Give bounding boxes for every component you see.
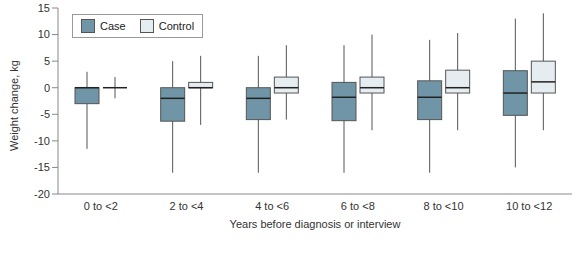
svg-text:10 to <12: 10 to <12 <box>506 200 552 212</box>
svg-text:-5: -5 <box>40 108 50 120</box>
svg-text:Weight change, kg: Weight change, kg <box>8 60 20 151</box>
svg-text:4 to <6: 4 to <6 <box>255 200 289 212</box>
svg-text:2 to <4: 2 to <4 <box>170 200 204 212</box>
html-text:Case: Case <box>100 20 126 32</box>
svg-text:6 to <8: 6 to <8 <box>341 200 375 212</box>
svg-text:-20: -20 <box>34 188 50 200</box>
svg-text:0 to <2: 0 to <2 <box>84 200 118 212</box>
html-text:Control: Control <box>158 20 195 32</box>
svg-text:5: 5 <box>44 55 50 67</box>
svg-text:-15: -15 <box>34 161 50 173</box>
svg-text:-10: -10 <box>34 135 50 147</box>
svg-text:15: 15 <box>38 2 50 14</box>
svg-text:Years before diagnosis or inte: Years before diagnosis or interview <box>230 218 401 230</box>
svg-text:8 to <10: 8 to <10 <box>423 200 463 212</box>
svg-text:0: 0 <box>44 82 50 94</box>
svg-text:10: 10 <box>38 28 50 40</box>
